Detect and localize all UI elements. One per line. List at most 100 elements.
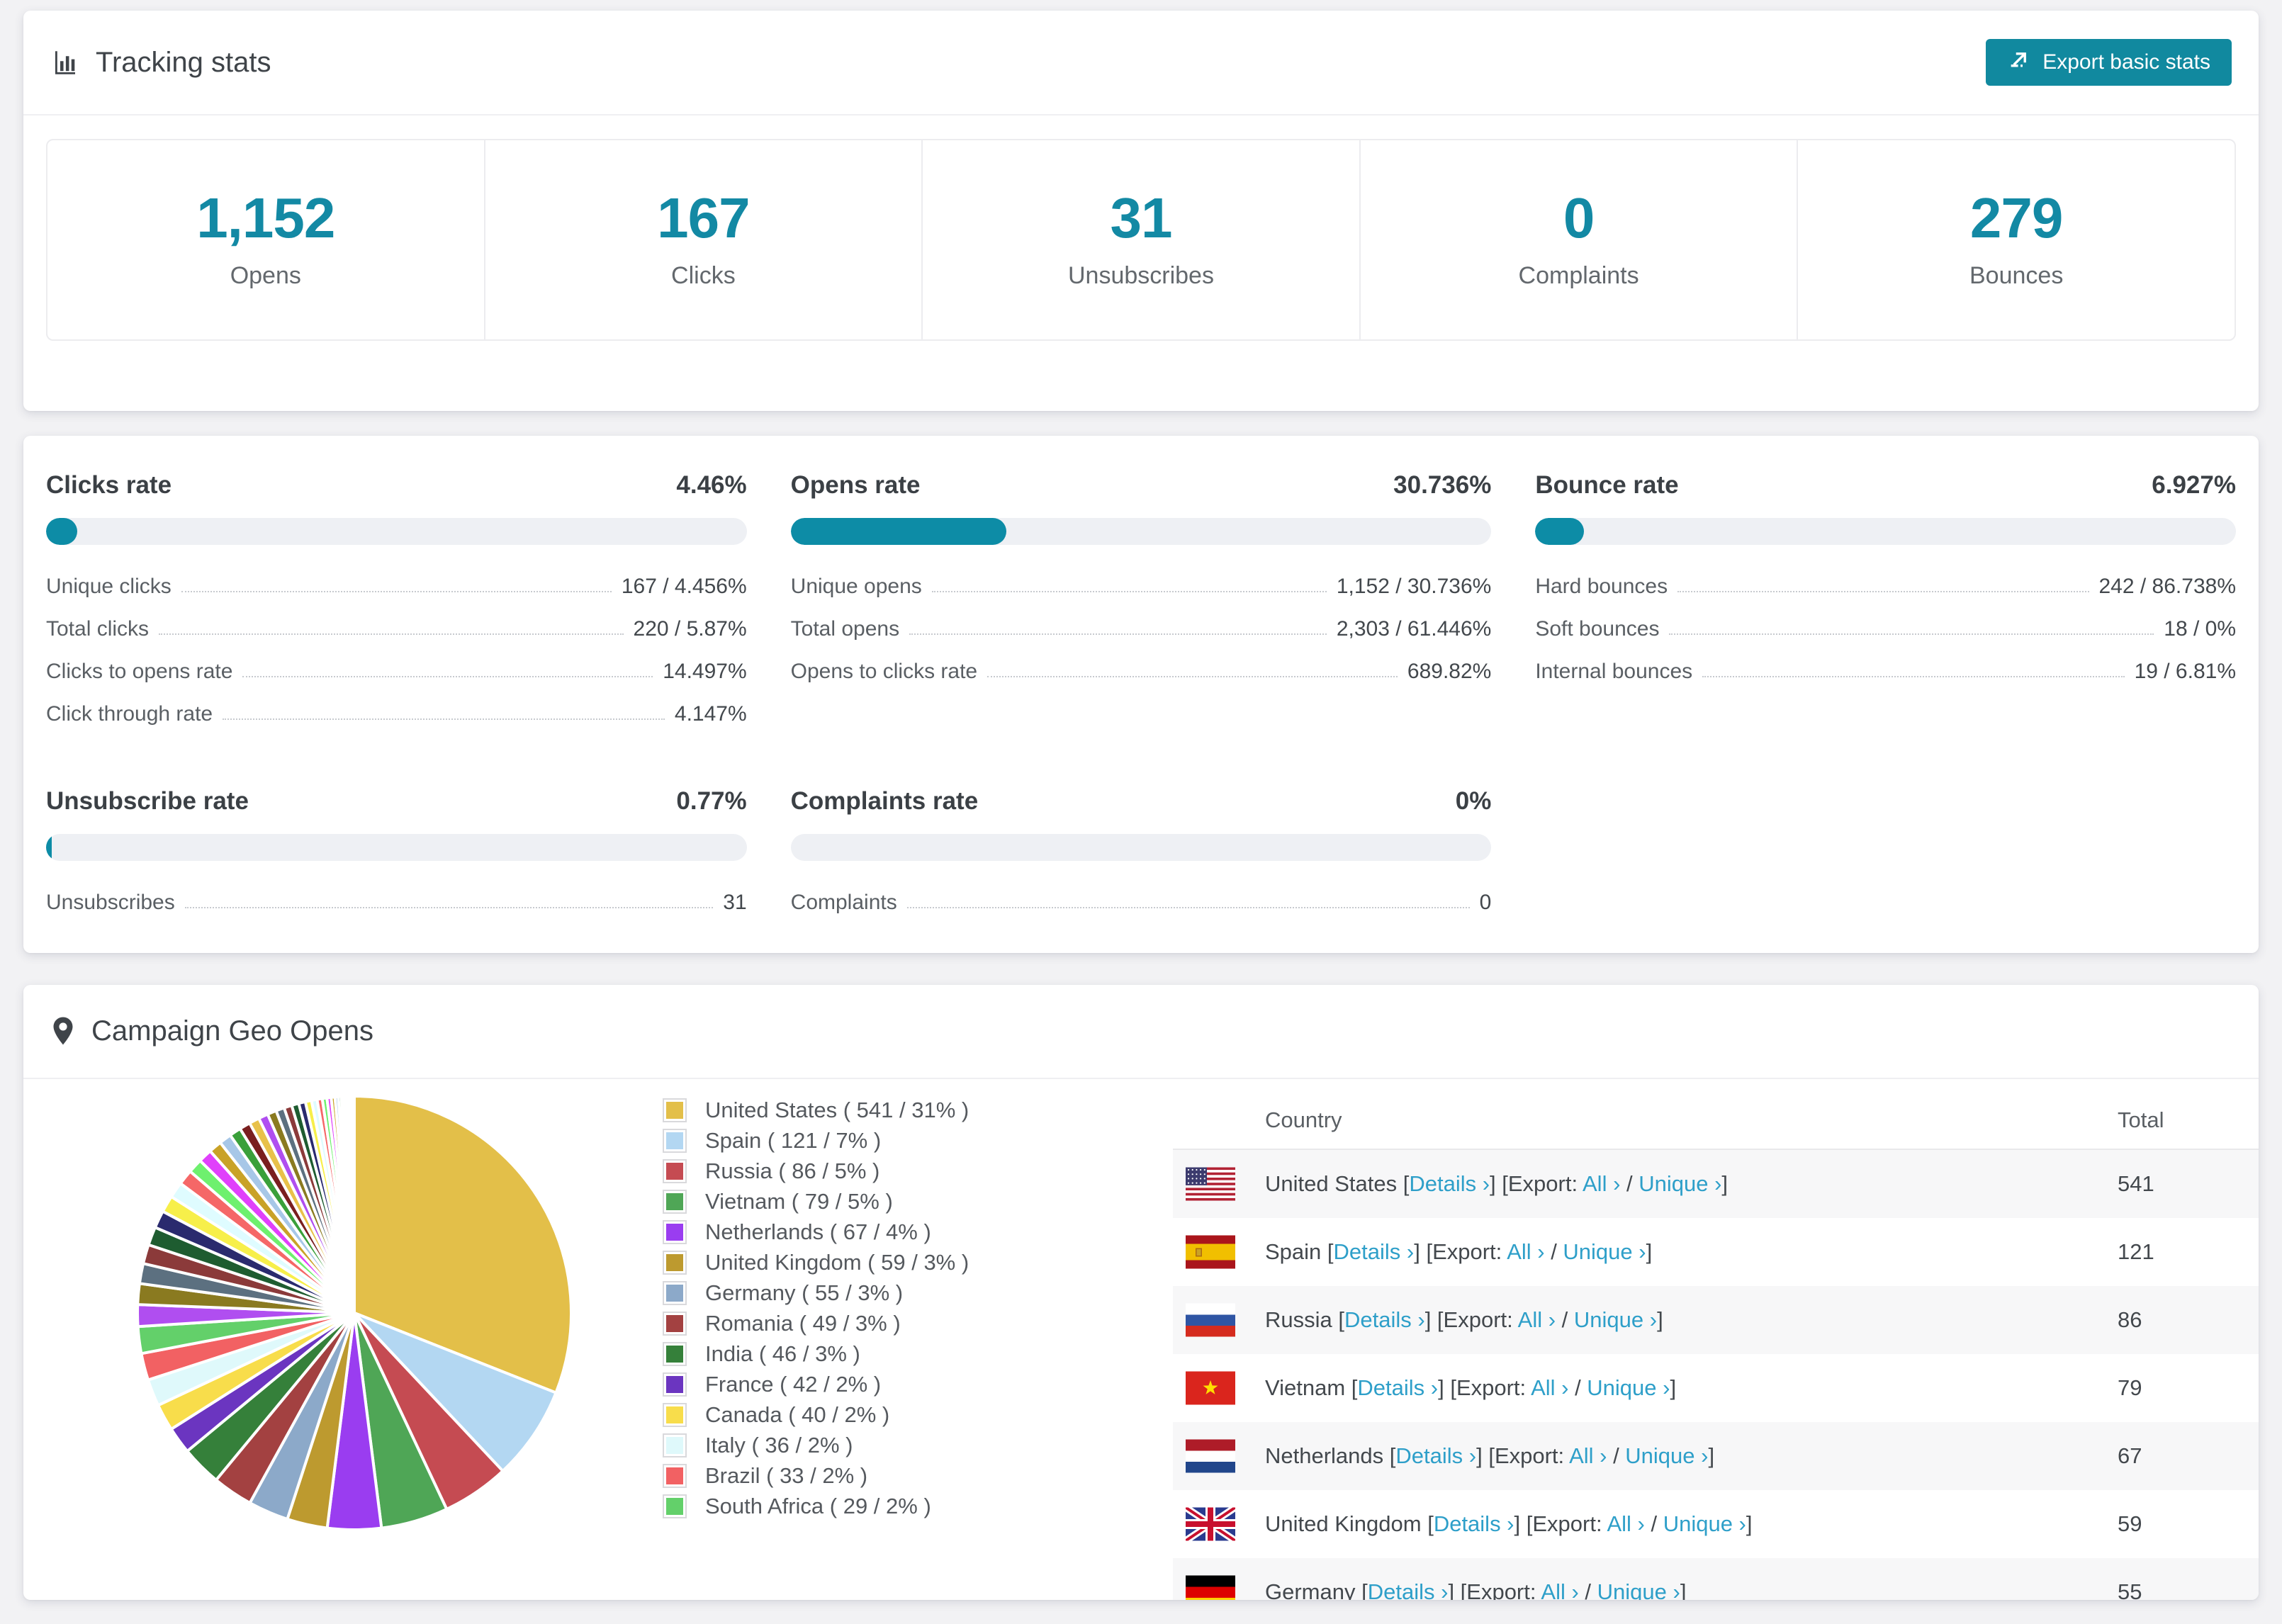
rate-row-label: Complaints <box>790 891 897 914</box>
stat-label-complaints: Complaints <box>1518 262 1639 289</box>
rate-grid: Clicks rate 4.46% Unique clicks 167 / 4.456… <box>46 471 2236 933</box>
flag-de-icon <box>1186 1575 1235 1600</box>
details-link-spain[interactable]: Details › <box>1333 1239 1415 1264</box>
legend-swatch <box>663 1250 687 1275</box>
legend-swatch <box>663 1341 687 1366</box>
legend-item-netherlands: Netherlands ( 67 / 4% ) <box>663 1217 969 1247</box>
bracket: ] <box>1708 1443 1715 1468</box>
legend-item-vietnam: Vietnam ( 79 / 5% ) <box>663 1186 969 1217</box>
geo-table-header-total: Total <box>2118 1107 2164 1132</box>
export-unique-link-netherlands[interactable]: Unique › <box>1625 1443 1709 1468</box>
export-all-link-russia[interactable]: All › <box>1517 1307 1556 1332</box>
export-unique-link-united-kingdom[interactable]: Unique › <box>1663 1511 1746 1536</box>
rate-row-label: Total clicks <box>46 617 150 641</box>
slash: / <box>1607 1443 1626 1468</box>
geo-table-header-country: Country <box>1265 1107 1342 1132</box>
legend-item-italy: Italy ( 36 / 2% ) <box>663 1430 969 1460</box>
rate-row-value: 220 / 5.87% <box>633 617 747 641</box>
dotted-leader <box>159 633 624 635</box>
stat-label-unsubscribes: Unsubscribes <box>1067 262 1214 289</box>
legend-label: Russia ( 86 / 5% ) <box>705 1158 880 1183</box>
legend-item-canada: Canada ( 40 / 2% ) <box>663 1399 969 1430</box>
geo-table-row-russia: Russia [Details ›] [Export: All › / Uniq… <box>1173 1286 2259 1354</box>
rate-row-soft-bounces: Soft bounces 18 / 0% <box>1535 617 2236 641</box>
slash: / <box>1544 1239 1563 1264</box>
legend-item-russia: Russia ( 86 / 5% ) <box>663 1156 969 1186</box>
pie-chart-svg <box>136 1094 573 1532</box>
export-all-link-germany[interactable]: All › <box>1541 1579 1579 1600</box>
rate-row-label: Total opens <box>790 617 900 641</box>
bracket: ] <box>1746 1511 1753 1536</box>
legend-label: United States ( 541 / 31% ) <box>705 1097 969 1122</box>
geo-row-country-spain: Spain [Details ›] [Export: All › / Uniqu… <box>1173 1239 2118 1265</box>
details-link-united-states[interactable]: Details › <box>1409 1171 1490 1196</box>
legend-item-romania: Romania ( 49 / 3% ) <box>663 1308 969 1338</box>
campaign-geo-opens-title: Campaign Geo Opens <box>50 1015 373 1047</box>
country-name: Netherlands <box>1265 1443 1390 1468</box>
export-unique-link-russia[interactable]: Unique › <box>1573 1307 1658 1332</box>
dotted-leader <box>1702 676 2125 677</box>
legend-swatch <box>663 1311 687 1336</box>
legend-swatch <box>663 1402 687 1427</box>
rate-row-unique-clicks: Unique clicks 167 / 4.456% <box>46 575 747 599</box>
legend-swatch <box>663 1219 687 1244</box>
details-link-vietnam[interactable]: Details › <box>1357 1375 1439 1400</box>
export-all-link-vietnam[interactable]: All › <box>1531 1375 1569 1400</box>
rate-bar-complaints-rate <box>790 834 1492 861</box>
export-basic-stats-button[interactable]: Export basic stats <box>1986 39 2232 86</box>
rate-row-click-through-rate: Click through rate 4.147% <box>46 702 747 726</box>
dotted-leader <box>906 907 1470 908</box>
legend-label: Italy ( 36 / 2% ) <box>705 1432 853 1457</box>
country-name: Russia <box>1265 1307 1339 1332</box>
export-unique-link-united-states[interactable]: Unique › <box>1639 1171 1722 1196</box>
geo-row-total-russia: 86 <box>2118 1307 2142 1332</box>
bracket: [ <box>1338 1307 1344 1332</box>
tracking-stats-card: Tracking stats Export basic stats 1,152 O… <box>23 11 2259 411</box>
bracket: ] <box>1680 1579 1687 1600</box>
campaign-geo-opens-title-text: Campaign Geo Opens <box>91 1015 374 1047</box>
country-name: Vietnam <box>1265 1375 1351 1400</box>
legend-label: Romania ( 49 / 3% ) <box>705 1310 901 1336</box>
bracket: ] <box>1657 1307 1663 1332</box>
legend-label: India ( 46 / 3% ) <box>705 1341 860 1366</box>
details-link-germany[interactable]: Details › <box>1367 1579 1449 1600</box>
legend-item-united-kingdom: United Kingdom ( 59 / 3% ) <box>663 1247 969 1278</box>
export-unique-link-spain[interactable]: Unique › <box>1563 1239 1646 1264</box>
rate-row-value: 242 / 86.738% <box>2098 575 2237 598</box>
rate-row-unsubscribes: Unsubscribes 31 <box>46 891 747 915</box>
export-unique-link-vietnam[interactable]: Unique › <box>1587 1375 1670 1400</box>
rate-bar-bounce-rate <box>1535 518 2236 545</box>
geo-row-total-netherlands: 67 <box>2118 1443 2142 1468</box>
campaign-geo-opens-header: Campaign Geo Opens <box>23 985 2259 1079</box>
legend-item-spain: Spain ( 121 / 7% ) <box>663 1125 969 1156</box>
rate-head-unsubscribe-rate: Unsubscribe rate 0.77% <box>46 787 747 816</box>
legend-label: Spain ( 121 / 7% ) <box>705 1127 882 1153</box>
export-icon <box>2007 47 2031 77</box>
rate-bar-unsubscribe-rate <box>46 834 747 861</box>
details-link-united-kingdom[interactable]: Details › <box>1433 1511 1514 1536</box>
stat-label-opens: Opens <box>230 262 301 289</box>
bracket: ] [Export: <box>1476 1443 1570 1468</box>
legend-item-brazil: Brazil ( 33 / 2% ) <box>663 1460 969 1491</box>
rates-card: Clicks rate 4.46% Unique clicks 167 / 4.456… <box>23 436 2259 953</box>
flag-vn-icon <box>1186 1371 1235 1405</box>
details-link-russia[interactable]: Details › <box>1344 1307 1425 1332</box>
export-all-link-united-states[interactable]: All › <box>1583 1171 1621 1196</box>
rate-title-complaints-rate: Complaints rate <box>790 787 979 815</box>
export-all-link-united-kingdom[interactable]: All › <box>1607 1511 1645 1536</box>
rate-row-label: Soft bounces <box>1535 617 1660 641</box>
rate-rows-clicks-rate: Unique clicks 167 / 4.456% Total clicks 220… <box>46 575 747 726</box>
rate-row-label: Hard bounces <box>1535 575 1668 598</box>
bracket: ] [Export: <box>1514 1511 1607 1536</box>
flag-us-icon <box>1186 1167 1235 1201</box>
export-all-link-spain[interactable]: All › <box>1507 1239 1545 1264</box>
export-all-link-netherlands[interactable]: All › <box>1569 1443 1607 1468</box>
details-link-netherlands[interactable]: Details › <box>1395 1443 1477 1468</box>
stat-box-unsubscribes: 31 Unsubscribes <box>923 140 1361 339</box>
export-unique-link-germany[interactable]: Unique › <box>1597 1579 1680 1600</box>
rate-rows-unsubscribe-rate: Unsubscribes 31 <box>46 891 747 915</box>
rate-title-bounce-rate: Bounce rate <box>1535 471 1679 499</box>
geo-table-row-united-states: United States [Details ›] [Export: All ›… <box>1173 1150 2259 1218</box>
stat-value-opens: 1,152 <box>196 186 335 249</box>
